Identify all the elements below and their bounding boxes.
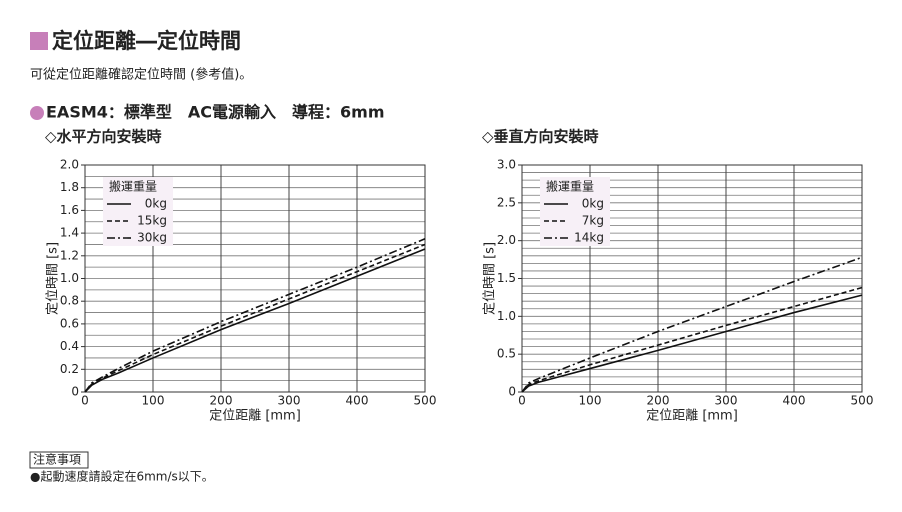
x-tick-label: 400 bbox=[783, 394, 806, 408]
y-tick-label: 2.0 bbox=[60, 158, 79, 172]
plot-frame bbox=[521, 164, 863, 393]
y-tick-label: 0.5 bbox=[497, 347, 516, 361]
y-axis-label: 定位時間 [s] bbox=[46, 242, 61, 315]
y-tick-label: 2.0 bbox=[497, 233, 516, 247]
series-line bbox=[84, 248, 426, 393]
note-text: ●起動速度請設定在6mm/s以下。 bbox=[30, 469, 214, 484]
x-tick-label: 300 bbox=[715, 394, 738, 408]
x-tick-label: 0 bbox=[518, 394, 526, 408]
y-tick-label: 1.0 bbox=[60, 271, 79, 285]
legend-label: 30kg bbox=[137, 231, 167, 245]
legend-label: 7kg bbox=[582, 214, 604, 228]
series-line bbox=[521, 294, 863, 393]
y-tick-label: 0 bbox=[508, 385, 516, 399]
series-line bbox=[521, 286, 863, 393]
y-tick-label: 0.2 bbox=[60, 362, 79, 376]
legend-title: 搬運重量 bbox=[109, 179, 157, 194]
series-line bbox=[84, 243, 426, 393]
plot-frame bbox=[84, 164, 426, 393]
y-tick-label: 1.2 bbox=[60, 248, 79, 262]
page-title: 定位距離―定位時間 bbox=[52, 29, 241, 53]
x-tick-label: 100 bbox=[142, 394, 165, 408]
legend-label: 0kg bbox=[582, 197, 604, 211]
x-tick-label: 300 bbox=[278, 394, 301, 408]
legend-box bbox=[103, 177, 173, 246]
section-dot bbox=[30, 106, 44, 120]
subtitle: 可從定位距離確認定位時間 (參考值)。 bbox=[30, 67, 252, 83]
legend-box bbox=[540, 177, 610, 246]
y-tick-label: 3.0 bbox=[497, 158, 516, 172]
y-tick-label: 1.8 bbox=[60, 180, 79, 194]
chart-title: ◇垂直方向安裝時 bbox=[482, 128, 599, 146]
y-axis-label: 定位時間 [s] bbox=[483, 242, 498, 315]
y-tick-label: 2.5 bbox=[497, 195, 516, 209]
x-tick-label: 400 bbox=[346, 394, 369, 408]
y-tick-label: 0.6 bbox=[60, 316, 79, 330]
chart-title: ◇水平方向安裝時 bbox=[45, 128, 162, 146]
legend-title: 搬運重量 bbox=[546, 179, 594, 194]
x-tick-label: 500 bbox=[414, 394, 437, 408]
x-tick-label: 200 bbox=[647, 394, 670, 408]
legend-label: 14kg bbox=[574, 231, 604, 245]
y-tick-label: 1.0 bbox=[497, 309, 516, 323]
section-heading: EASM4：標準型 AC電源輸入 導程：6mm bbox=[46, 103, 385, 122]
y-tick-label: 0.8 bbox=[60, 294, 79, 308]
series-line bbox=[521, 256, 863, 393]
x-tick-label: 200 bbox=[210, 394, 233, 408]
x-tick-label: 0 bbox=[81, 394, 89, 408]
legend-label: 0kg bbox=[145, 197, 167, 211]
x-axis-label: 定位距離 [mm] bbox=[646, 409, 738, 424]
note-box bbox=[29, 451, 89, 469]
y-tick-label: 1.6 bbox=[60, 203, 79, 217]
y-tick-label: 0 bbox=[71, 385, 79, 399]
note-heading: 注意事項 bbox=[33, 452, 81, 467]
legend-label: 15kg bbox=[137, 214, 167, 228]
y-tick-label: 1.4 bbox=[60, 226, 79, 240]
y-tick-label: 1.5 bbox=[497, 271, 516, 285]
series-line bbox=[84, 238, 426, 393]
x-tick-label: 100 bbox=[579, 394, 602, 408]
y-tick-label: 0.4 bbox=[60, 339, 79, 353]
title-square bbox=[30, 32, 48, 50]
x-tick-label: 500 bbox=[851, 394, 874, 408]
x-axis-label: 定位距離 [mm] bbox=[209, 409, 301, 424]
